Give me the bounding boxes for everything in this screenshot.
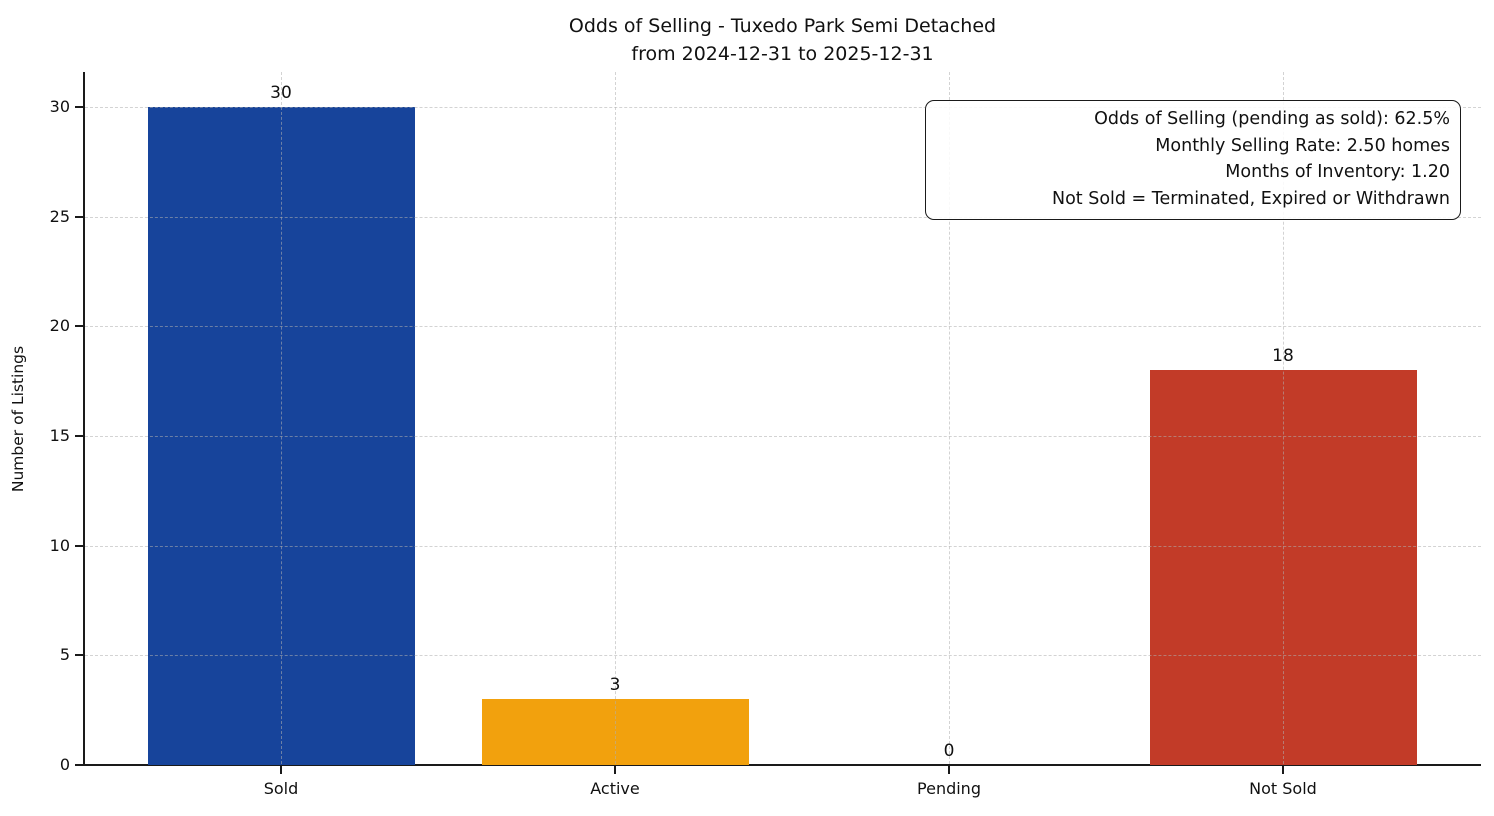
x-axis-spine [83, 764, 1481, 766]
y-tick-label: 15 [49, 426, 70, 445]
x-tick-mark [614, 766, 616, 774]
y-tick-label: 30 [49, 97, 70, 116]
h-gridline [85, 436, 1481, 437]
y-tick-label: 10 [49, 536, 70, 555]
y-tick-mark [75, 654, 83, 656]
y-tick-mark [75, 216, 83, 218]
y-tick-mark [75, 435, 83, 437]
bar-value-label: 3 [609, 675, 621, 695]
x-tick-mark [948, 766, 950, 774]
v-gridline [615, 72, 616, 764]
y-tick-label: 0 [59, 755, 70, 774]
x-tick-mark [280, 766, 282, 774]
h-gridline [85, 546, 1481, 547]
y-tick-mark [75, 545, 83, 547]
bar-value-label: 18 [1272, 346, 1294, 366]
y-tick-label: 25 [49, 207, 70, 226]
v-gridline [281, 72, 282, 764]
y-tick-label: 20 [49, 316, 70, 335]
h-gridline [85, 107, 1481, 108]
annotation-odds-of-selling: Odds of Selling (pending as sold): 62.5% [1094, 109, 1450, 129]
x-tick-label-sold: Sold [263, 779, 299, 798]
annotation-not-sold-definition: Not Sold = Terminated, Expired or Withdr… [1051, 188, 1450, 209]
y-axis-spine [83, 72, 85, 766]
chart-title-line1: Odds of Selling - Tuxedo Park Semi Detac… [568, 15, 997, 37]
bar-value-label: 30 [270, 83, 292, 103]
annotation-months-of-inventory: Months of Inventory: 1.20 [1225, 162, 1450, 182]
annotation-monthly-selling-rate: Monthly Selling Rate: 2.50 homes [1155, 135, 1450, 156]
y-tick-mark [75, 764, 83, 766]
h-gridline [85, 655, 1481, 656]
h-gridline [85, 326, 1481, 327]
v-gridline [949, 72, 950, 764]
v-gridline [1283, 72, 1284, 764]
stats-annotation-box: Odds of Selling (pending as sold): 62.5%… [925, 100, 1461, 220]
y-tick-label: 5 [59, 645, 70, 664]
y-tick-mark [75, 106, 83, 108]
x-tick-mark [1282, 766, 1284, 774]
bar-value-label: 0 [943, 741, 955, 761]
x-tick-label-not-sold: Not Sold [1249, 779, 1317, 798]
chart-title-line2: from 2024-12-31 to 2025-12-31 [631, 43, 934, 65]
x-tick-label-active: Active [590, 779, 640, 798]
h-gridline [85, 217, 1481, 218]
y-tick-mark [75, 325, 83, 327]
x-tick-label-pending: Pending [917, 779, 981, 798]
